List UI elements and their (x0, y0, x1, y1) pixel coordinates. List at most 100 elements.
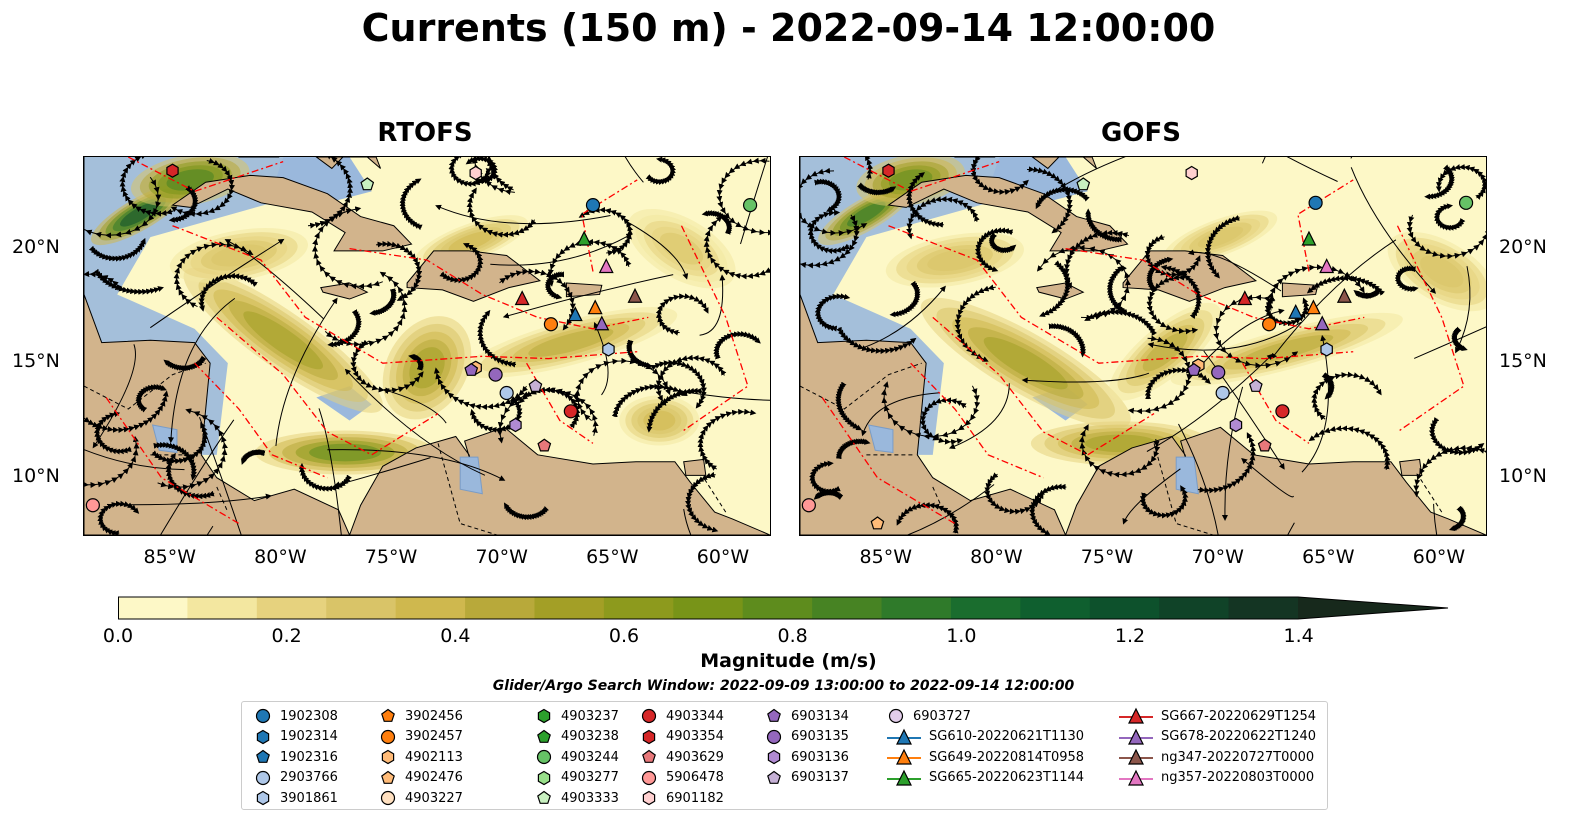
lon-tick-label: 70°W (475, 546, 528, 568)
eez-line (1242, 362, 1310, 444)
eez-line (526, 362, 594, 444)
streamline (84, 390, 169, 434)
streamline (970, 157, 1029, 196)
streamline (683, 508, 692, 535)
legend-shape (767, 749, 781, 765)
streamline (307, 157, 354, 229)
legend-item: 1902314 (254, 727, 338, 747)
marker-SG610-20220621T1130 (567, 306, 583, 322)
marker-3901861 (1320, 342, 1333, 357)
legend-marker-icon (641, 770, 657, 785)
eez-line (821, 397, 956, 525)
eez-line (1297, 179, 1354, 272)
speed-contour (309, 443, 382, 462)
legend-label: 6903135 (791, 729, 849, 744)
legend-triangle (896, 728, 912, 745)
legend-item: 4903237 (535, 706, 619, 726)
legend-shape (767, 708, 781, 722)
marker-4903354 (882, 163, 895, 178)
legend-label: SG665-20220623T1144 (929, 770, 1085, 785)
colorbar-extend (1298, 597, 1448, 619)
legend-label: 2903766 (280, 770, 338, 785)
streamline (150, 238, 285, 329)
streamline (1204, 215, 1241, 279)
lon-tick-label: 85°W (859, 546, 912, 568)
legend-marker-icon (1119, 748, 1153, 765)
streamline (906, 484, 995, 535)
streamline (1203, 350, 1285, 470)
legend-marker-icon (536, 749, 552, 765)
float-glider-markers (85, 163, 758, 513)
legend-item: SG649-20220814T0958 (887, 747, 1084, 767)
colorbar-segment (395, 597, 466, 619)
map-gofs[interactable] (799, 156, 1487, 536)
marker-1902308 (585, 198, 601, 213)
colorbar-segment (326, 597, 397, 619)
eez-line (127, 157, 284, 193)
lat-tick-label-right: 15°N (1499, 350, 1547, 373)
float-glider-markers (801, 163, 1474, 530)
streamline (382, 388, 447, 424)
streamline (92, 344, 136, 449)
legend-item: 4903238 (535, 727, 619, 747)
eez-line (1065, 247, 1365, 330)
lat-tick-label-left: 10°N (12, 464, 60, 487)
legend-marker-icon (381, 770, 395, 784)
legend-marker-icon (255, 708, 271, 724)
legend-marker-icon (767, 770, 781, 784)
marker-6901182 (469, 165, 482, 181)
legend-shape (536, 749, 552, 765)
streamline (880, 381, 981, 440)
legend-label: 4903629 (666, 749, 724, 765)
streamline (350, 339, 424, 394)
legend-marker-icon (1119, 707, 1153, 724)
legend-label: 4902476 (405, 770, 463, 785)
speed-contour (1420, 255, 1464, 288)
lat-tick-label-left: 15°N (12, 350, 60, 373)
colorbar-tick-label: 0.4 (440, 625, 471, 647)
streamline (1271, 239, 1397, 360)
legend-triangle (896, 769, 912, 786)
marker-SG667-20220629T1254 (1237, 290, 1253, 306)
streamline (685, 471, 719, 533)
streamline (1048, 323, 1087, 358)
legend-item: 5906478 (640, 768, 724, 788)
colorbar-segment (534, 597, 605, 619)
legend-label: 4903333 (561, 790, 619, 806)
legend-marker-icon (642, 790, 656, 806)
border-line (932, 486, 945, 513)
legend-marker-icon (766, 729, 782, 744)
legend-triangle (1128, 748, 1144, 765)
border-line (84, 362, 206, 410)
streamline (153, 441, 197, 481)
legend-item: 4903333 (535, 788, 619, 808)
streamline (645, 157, 676, 186)
map-rtofs[interactable] (83, 156, 771, 536)
streamline (168, 185, 199, 223)
lon-tick-label: 75°W (364, 546, 418, 568)
colorbar-segment (1089, 597, 1160, 619)
legend-label: 1902316 (280, 749, 338, 765)
legend-shape (255, 708, 271, 724)
streamline (163, 355, 207, 372)
streamline (198, 272, 258, 312)
land-trinidad (1399, 458, 1423, 476)
marker-6903135 (488, 367, 503, 382)
colorbar-segment (742, 597, 813, 619)
speed-contour (983, 337, 1068, 390)
streamline (318, 408, 342, 535)
streamline (375, 240, 423, 301)
eez-line (216, 316, 439, 456)
streamline (1187, 249, 1282, 292)
streamline (518, 386, 581, 429)
legend-marker-icon (642, 749, 656, 763)
legend-item: 1902308 (254, 706, 338, 726)
colorbar-tick-label: 1.0 (946, 625, 977, 647)
legend-item: 3902456 (379, 706, 463, 726)
legend-shape (255, 770, 271, 785)
legend-label: 4903227 (405, 790, 463, 806)
marker-ng357-20220803T0000 (1319, 258, 1335, 274)
legend-label: 1902308 (280, 708, 338, 724)
speed-contour (528, 328, 614, 357)
legend-item: ng347-20220727T0000 (1119, 747, 1314, 767)
